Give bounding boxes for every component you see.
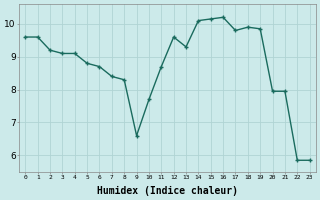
X-axis label: Humidex (Indice chaleur): Humidex (Indice chaleur)	[97, 186, 238, 196]
